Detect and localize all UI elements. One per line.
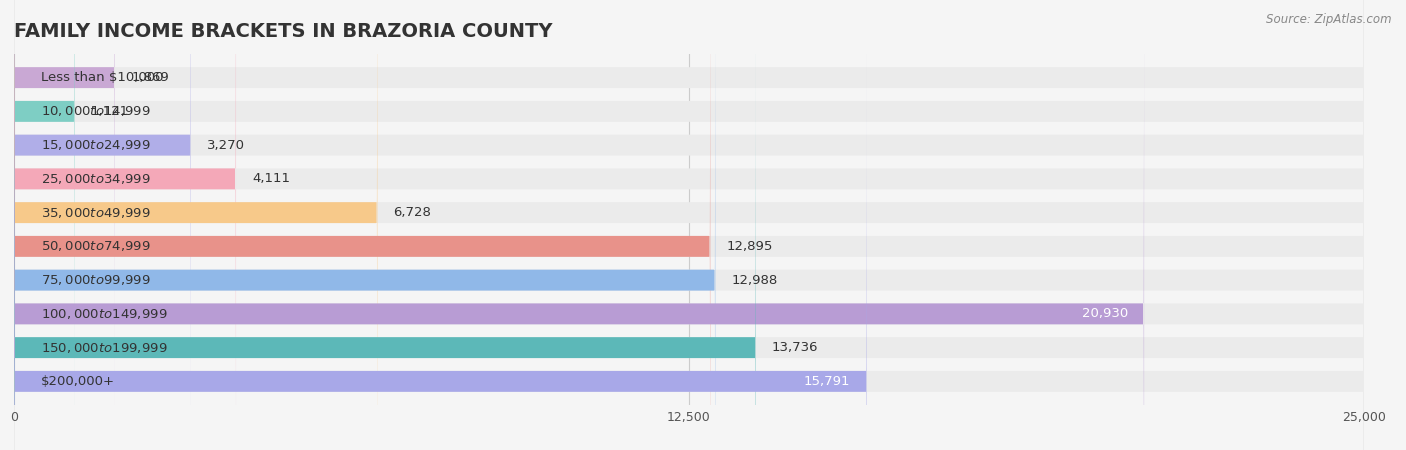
Text: 20,930: 20,930: [1081, 307, 1128, 320]
Text: $200,000+: $200,000+: [41, 375, 115, 388]
FancyBboxPatch shape: [14, 0, 755, 450]
Text: 12,988: 12,988: [731, 274, 778, 287]
Text: 15,791: 15,791: [804, 375, 851, 388]
FancyBboxPatch shape: [14, 0, 1364, 450]
FancyBboxPatch shape: [14, 0, 1364, 450]
FancyBboxPatch shape: [14, 0, 236, 450]
FancyBboxPatch shape: [14, 0, 1364, 450]
FancyBboxPatch shape: [14, 0, 866, 450]
FancyBboxPatch shape: [14, 0, 1364, 450]
Text: 1,121: 1,121: [91, 105, 129, 118]
FancyBboxPatch shape: [14, 0, 710, 450]
Text: 12,895: 12,895: [727, 240, 773, 253]
Text: 13,736: 13,736: [772, 341, 818, 354]
Text: $25,000 to $34,999: $25,000 to $34,999: [41, 172, 150, 186]
FancyBboxPatch shape: [14, 0, 191, 450]
Text: $15,000 to $24,999: $15,000 to $24,999: [41, 138, 150, 152]
Text: $10,000 to $14,999: $10,000 to $14,999: [41, 104, 150, 118]
Text: $35,000 to $49,999: $35,000 to $49,999: [41, 206, 150, 220]
FancyBboxPatch shape: [14, 0, 377, 450]
Text: $75,000 to $99,999: $75,000 to $99,999: [41, 273, 150, 287]
Text: 6,728: 6,728: [394, 206, 432, 219]
Text: Less than $10,000: Less than $10,000: [41, 71, 163, 84]
Text: Source: ZipAtlas.com: Source: ZipAtlas.com: [1267, 14, 1392, 27]
Text: $100,000 to $149,999: $100,000 to $149,999: [41, 307, 167, 321]
Text: 3,270: 3,270: [207, 139, 245, 152]
FancyBboxPatch shape: [14, 0, 1364, 450]
FancyBboxPatch shape: [14, 0, 1364, 450]
FancyBboxPatch shape: [14, 0, 1364, 450]
FancyBboxPatch shape: [14, 0, 1364, 450]
Text: $50,000 to $74,999: $50,000 to $74,999: [41, 239, 150, 253]
Text: FAMILY INCOME BRACKETS IN BRAZORIA COUNTY: FAMILY INCOME BRACKETS IN BRAZORIA COUNT…: [14, 22, 553, 41]
FancyBboxPatch shape: [14, 0, 75, 450]
FancyBboxPatch shape: [14, 0, 115, 450]
Text: 1,869: 1,869: [131, 71, 169, 84]
FancyBboxPatch shape: [14, 0, 1364, 450]
FancyBboxPatch shape: [14, 0, 1144, 450]
FancyBboxPatch shape: [14, 0, 716, 450]
Text: $150,000 to $199,999: $150,000 to $199,999: [41, 341, 167, 355]
FancyBboxPatch shape: [14, 0, 1364, 450]
Text: 4,111: 4,111: [252, 172, 290, 185]
